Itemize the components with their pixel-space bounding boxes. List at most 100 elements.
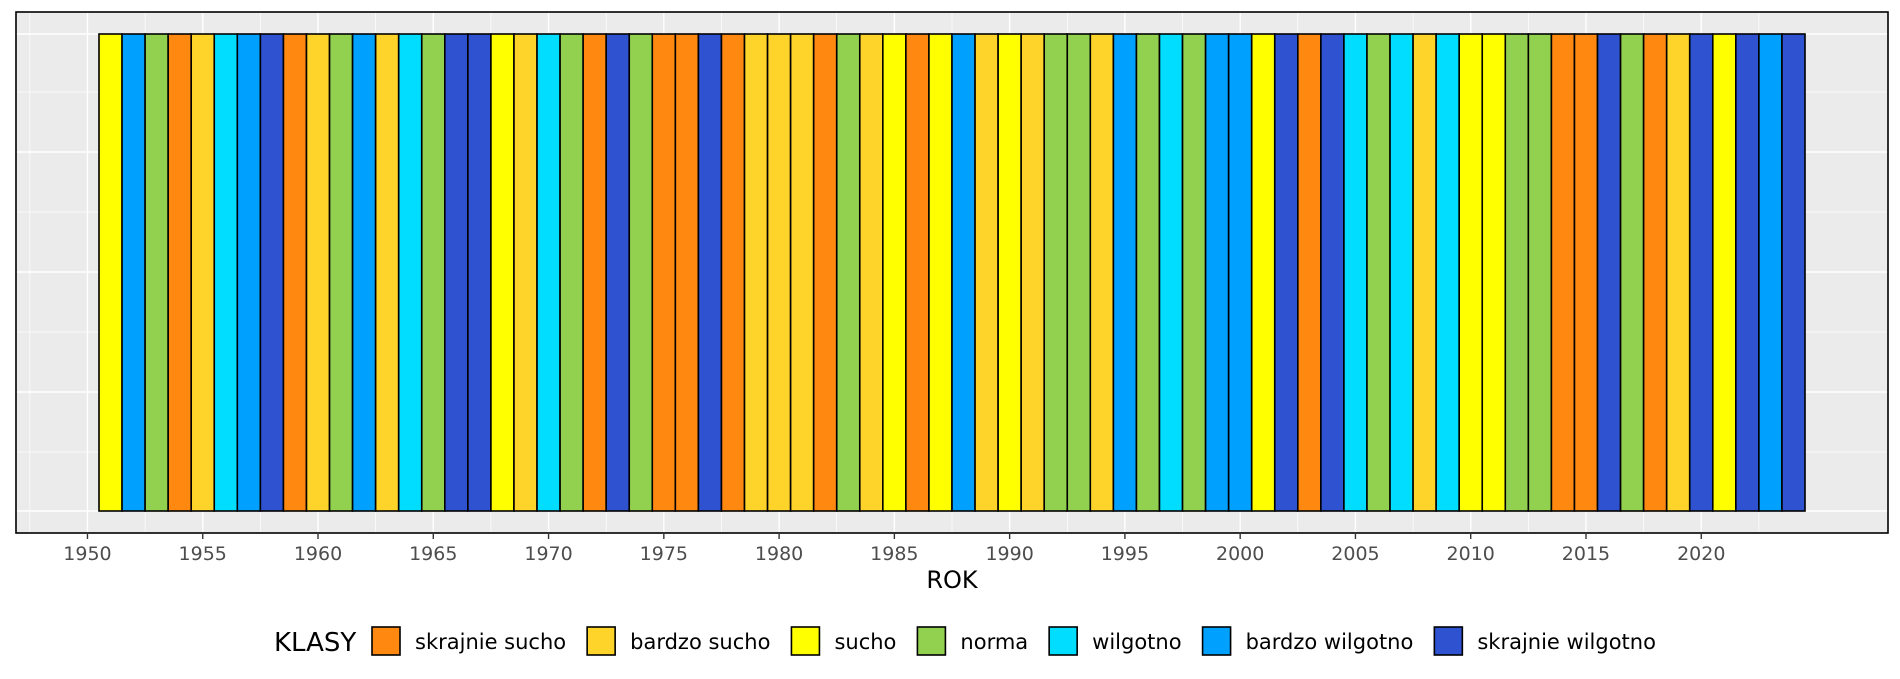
- legend-key-wilgotno: [1048, 626, 1078, 656]
- x-tick-label: 1970: [524, 543, 572, 565]
- legend-label-wilgotno: wilgotno: [1092, 630, 1181, 654]
- bar-year-2023: [1758, 33, 1783, 512]
- bar-year-1954: [167, 33, 193, 512]
- legend-key-bardzo-sucho: [586, 626, 616, 656]
- bar-year-2016: [1596, 33, 1622, 512]
- x-tick-label: 1965: [409, 543, 457, 565]
- bar-year-1966: [444, 33, 469, 512]
- legend-label-sucho: sucho: [834, 630, 896, 654]
- x-tick-label: 1975: [640, 543, 688, 565]
- x-tick-label: 2005: [1331, 543, 1379, 565]
- bar-year-1989: [974, 33, 999, 512]
- bar-year-2011: [1481, 33, 1507, 512]
- bar-year-1960: [305, 33, 331, 512]
- bar-year-1959: [282, 33, 308, 512]
- bar-year-2010: [1458, 33, 1484, 512]
- x-tick-label: 1955: [179, 543, 227, 565]
- bar-year-2014: [1550, 33, 1576, 512]
- bar-year-1968: [490, 33, 515, 512]
- bar-year-1992: [1043, 33, 1069, 512]
- bar-year-2001: [1250, 33, 1276, 512]
- bar-year-2000: [1227, 33, 1253, 512]
- bar-year-2015: [1573, 33, 1599, 512]
- bar-year-2019: [1665, 33, 1691, 512]
- legend-key-skrajnie-wilgotno: [1433, 626, 1464, 656]
- legend-key-bardzo-wilgotno: [1201, 626, 1232, 656]
- bar-year-1971: [559, 33, 584, 512]
- bar-year-1982: [812, 33, 838, 512]
- bar-year-1993: [1066, 33, 1092, 512]
- bar-year-1962: [351, 33, 377, 512]
- bar-year-1986: [905, 33, 930, 512]
- legend-key-skrajnie-sucho: [371, 626, 401, 656]
- bar-year-1975: [651, 33, 677, 512]
- x-axis-ticks: 1950 1955 1960 1965 1970 1975 1980 1985 1990 1995…: [63, 533, 1725, 565]
- legend-key-sucho: [790, 626, 821, 656]
- bar-year-2024: [1781, 33, 1806, 512]
- bar-year-1977: [697, 33, 723, 512]
- bar-year-2020: [1688, 33, 1714, 512]
- bar-year-1963: [374, 33, 400, 512]
- bar-year-1979: [743, 33, 769, 512]
- bar-year-1965: [420, 33, 446, 512]
- x-tick-label: 1960: [294, 543, 342, 565]
- bar-year-1953: [144, 33, 169, 512]
- legend-title: KLASY: [274, 628, 356, 658]
- bar-year-1961: [328, 33, 354, 512]
- bar-year-1991: [1020, 33, 1046, 512]
- bar-year-1978: [720, 33, 746, 512]
- bar-year-1995: [1112, 33, 1138, 512]
- bar-year-1999: [1204, 33, 1230, 512]
- bar-year-1956: [213, 33, 239, 512]
- x-tick-label: 2015: [1562, 543, 1610, 565]
- bar-year-2005: [1343, 33, 1368, 512]
- x-tick-label: 1950: [63, 543, 111, 565]
- bar-year-1955: [190, 33, 216, 512]
- legend-label-bardzo-wilgotno: bardzo wilgotno: [1246, 630, 1414, 654]
- legend-key-norma: [916, 626, 947, 656]
- bar-year-1952: [121, 33, 146, 512]
- x-axis-title: ROK: [926, 566, 979, 594]
- bar-year-1972: [582, 33, 607, 512]
- bar-year-2018: [1642, 33, 1668, 512]
- bar-year-2013: [1527, 33, 1553, 512]
- legend: KLASY skrajnie sucho bardzo sucho sucho nor…: [274, 626, 1656, 658]
- bar-year-1981: [789, 33, 815, 512]
- legend-label-skrajnie-wilgotno: skrajnie wilgotno: [1477, 630, 1656, 654]
- bar-year-1958: [259, 33, 285, 512]
- bar-year-2017: [1619, 33, 1645, 512]
- bar-year-2022: [1735, 33, 1760, 512]
- bar-year-1967: [467, 33, 492, 512]
- bars: [98, 33, 1806, 512]
- bar-year-1976: [674, 33, 700, 512]
- bar-year-1957: [236, 33, 262, 512]
- bar-year-1994: [1089, 33, 1115, 512]
- bar-year-1997: [1158, 33, 1184, 512]
- bar-year-1985: [882, 33, 907, 512]
- bar-year-1990: [997, 33, 1022, 512]
- bar-year-1951: [98, 33, 123, 512]
- bar-year-2007: [1389, 33, 1414, 512]
- bar-year-1988: [951, 33, 976, 512]
- bar-year-2012: [1504, 33, 1530, 512]
- bar-year-2003: [1297, 33, 1322, 512]
- bar-year-1974: [628, 33, 654, 512]
- x-tick-label: 1990: [985, 543, 1033, 565]
- panel-border: [15, 11, 1889, 534]
- x-tick-label: 2010: [1447, 543, 1495, 565]
- legend-label-skrajnie-sucho: skrajnie sucho: [415, 630, 566, 654]
- x-tick-label: 1995: [1101, 543, 1149, 565]
- bar-year-1964: [397, 33, 423, 512]
- bar-year-2004: [1320, 33, 1345, 512]
- x-tick-label: 2020: [1677, 543, 1725, 565]
- bar-year-1998: [1181, 33, 1207, 512]
- bar-year-2006: [1366, 33, 1391, 512]
- bar-year-1969: [513, 33, 538, 512]
- x-tick-label: 1980: [755, 543, 803, 565]
- bar-year-1983: [835, 33, 861, 512]
- x-tick-label: 2000: [1216, 543, 1264, 565]
- bar-year-1987: [928, 33, 953, 512]
- bar-year-1984: [858, 33, 884, 512]
